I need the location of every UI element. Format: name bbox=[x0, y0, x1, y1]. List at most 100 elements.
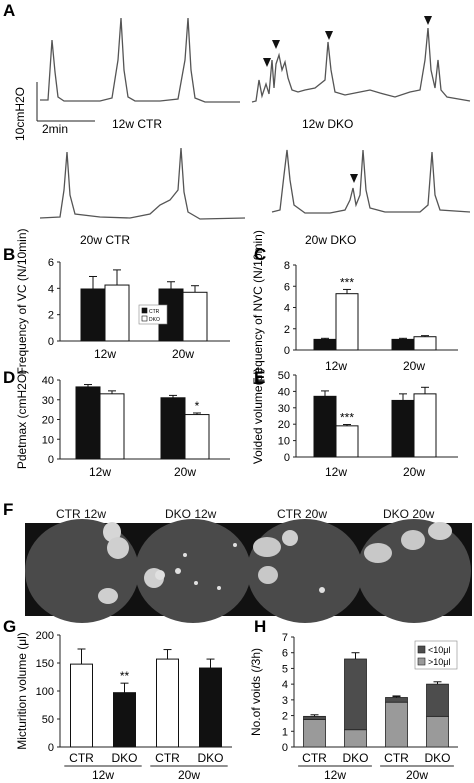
trace-20w-dko bbox=[271, 149, 471, 214]
y-tick-label: 3 bbox=[282, 695, 288, 707]
x-tick-label: CTR bbox=[384, 751, 409, 765]
panel-letter: B bbox=[3, 245, 15, 264]
trace-label-12w-dko: 12w DKO bbox=[302, 117, 353, 131]
x-tick-label: 12w bbox=[89, 465, 111, 479]
legend-swatch bbox=[141, 315, 148, 322]
bar-ctr bbox=[156, 658, 179, 748]
panel-letter: H bbox=[254, 617, 266, 636]
bar-dko-20w bbox=[184, 414, 210, 460]
y-tick-label: 50 bbox=[278, 370, 290, 382]
image-label-ctr-20w: CTR 20w bbox=[277, 507, 327, 521]
bar-ctr-12w bbox=[75, 386, 101, 460]
y-axis-label: Micturition volume (μl) bbox=[15, 632, 29, 750]
group-label: 20w bbox=[406, 768, 428, 782]
x-tick-label: CTR bbox=[69, 751, 94, 765]
y-tick-label: 4 bbox=[48, 283, 54, 295]
stack-segment-gt10 bbox=[385, 701, 408, 748]
trace-20w-ctr bbox=[39, 147, 246, 220]
chart-panel-c: C 0 2 4 6 8 Frequency of NVC (N/10min) 12w 20w **… bbox=[251, 230, 458, 385]
chart-panel-g: G 0 50 100 150 200 Micturition volume (μl) CTR D… bbox=[3, 617, 232, 782]
significance-marker: *** bbox=[340, 411, 354, 425]
stack-segment-gt10 bbox=[426, 715, 449, 748]
y-axis-label: No.of voids (/3h) bbox=[249, 648, 263, 736]
bar-dko-12w bbox=[335, 425, 359, 458]
scale-x-label: 2min bbox=[42, 122, 68, 136]
bar-dko-20w bbox=[413, 393, 437, 458]
y-tick-label: 6 bbox=[284, 281, 290, 293]
panel-letter-a: A bbox=[3, 1, 15, 20]
y-tick-label: 2 bbox=[282, 711, 288, 723]
image-label-dko-20w: DKO 20w bbox=[383, 507, 435, 521]
trace-label-20w-dko: 20w DKO bbox=[305, 233, 356, 247]
y-tick-label: 7 bbox=[282, 632, 288, 644]
y-tick-label: 0 bbox=[284, 452, 290, 464]
legend-label: CTR bbox=[149, 309, 160, 315]
stack-segment-gt10 bbox=[303, 719, 326, 748]
y-tick-label: 30 bbox=[278, 403, 290, 415]
bar-ctr-20w bbox=[160, 397, 186, 460]
chart-panel-e: E 0 10 20 30 40 50 Voided volume(μl) 12w 20w *** bbox=[251, 368, 458, 479]
bar-ctr bbox=[70, 663, 93, 748]
chart-panel-b: B 0 2 4 6 Frequency of VC (N/10min) 12w 20w CTR D… bbox=[3, 228, 230, 375]
bar-dko-12w bbox=[99, 393, 125, 460]
legend-swatch bbox=[417, 645, 426, 654]
bar-ctr-12w bbox=[313, 395, 337, 458]
significance-marker: *** bbox=[340, 275, 354, 289]
y-tick-label: 40 bbox=[42, 375, 54, 387]
bar-ctr-20w bbox=[391, 338, 415, 351]
y-tick-label: 0 bbox=[282, 742, 288, 754]
x-tick-label: CTR bbox=[155, 751, 180, 765]
significance-marker: * bbox=[195, 399, 200, 413]
x-tick-label: 20w bbox=[403, 465, 425, 479]
y-tick-label: 150 bbox=[36, 658, 54, 670]
trace-label-12w-ctr: 12w CTR bbox=[112, 117, 162, 131]
chart-panel-d: D 0 10 20 30 40 Pdetmax (cmH2O) 12w 20w * bbox=[3, 368, 230, 479]
bar-dko-20w bbox=[182, 291, 208, 342]
y-tick-label: 50 bbox=[42, 714, 54, 726]
y-tick-label: 200 bbox=[36, 630, 54, 642]
y-axis-label: Voided volume(μl) bbox=[251, 368, 265, 464]
bar-dko bbox=[199, 667, 222, 748]
y-tick-label: 20 bbox=[42, 415, 54, 427]
panel-letter: G bbox=[3, 617, 16, 636]
y-tick-label: 40 bbox=[278, 386, 290, 398]
group-label: 20w bbox=[178, 768, 200, 782]
y-tick-label: 0 bbox=[48, 742, 54, 754]
bar-ctr-12w bbox=[80, 288, 106, 342]
trace-12w-ctr bbox=[40, 17, 240, 103]
y-tick-label: 2 bbox=[48, 310, 54, 322]
y-tick-label: 4 bbox=[282, 679, 288, 691]
scale-y-label: 10cmH2O bbox=[13, 87, 27, 141]
y-tick-label: 8 bbox=[284, 260, 290, 272]
x-tick-label: 20w bbox=[174, 465, 196, 479]
stack-segment-lt10 bbox=[385, 697, 408, 703]
legend-box bbox=[414, 640, 458, 670]
x-tick-label: 12w bbox=[325, 465, 347, 479]
bar-ctr-20w bbox=[391, 399, 415, 458]
arrowhead-markers bbox=[263, 16, 432, 183]
y-tick-label: 20 bbox=[278, 419, 290, 431]
bar-dko bbox=[113, 692, 136, 748]
legend-label: >10μl bbox=[428, 657, 450, 667]
y-tick-label: 0 bbox=[48, 336, 54, 348]
panel-letter: C bbox=[254, 245, 266, 264]
y-axis-label: Frequency of NVC (N/10min) bbox=[251, 230, 265, 385]
x-tick-label: 12w bbox=[94, 347, 116, 361]
image-labels: CTR 12w DKO 12w CTR 20w DKO 20w bbox=[56, 507, 435, 521]
y-tick-label: 6 bbox=[48, 257, 54, 269]
legend-swatch bbox=[417, 657, 426, 666]
x-tick-label: CTR bbox=[302, 751, 327, 765]
image-label-dko-12w: DKO 12w bbox=[165, 507, 217, 521]
x-tick-label: DKO bbox=[111, 751, 137, 765]
image-label-ctr-12w: CTR 12w bbox=[56, 507, 106, 521]
y-tick-label: 0 bbox=[284, 345, 290, 357]
group-label: 12w bbox=[324, 768, 346, 782]
trace-12w-dko bbox=[251, 27, 471, 103]
significance-marker: ** bbox=[120, 669, 130, 683]
legend-swatch bbox=[141, 307, 148, 314]
y-tick-label: 100 bbox=[36, 686, 54, 698]
chart-panel-h: H 0 1 2 3 4 5 6 7 No.of voids (/3h) CTR DKO CTR DKO 12… bbox=[249, 617, 458, 782]
panel-letter-f: F bbox=[3, 500, 13, 519]
y-tick-label: 6 bbox=[282, 648, 288, 660]
y-tick-label: 10 bbox=[278, 436, 290, 448]
